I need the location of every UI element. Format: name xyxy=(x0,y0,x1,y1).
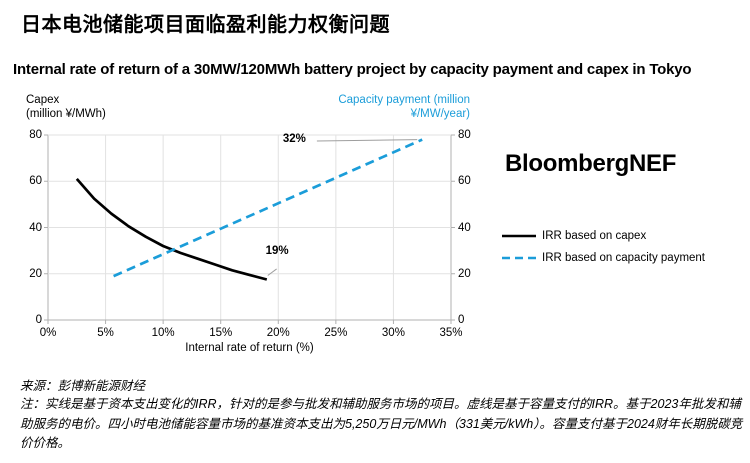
x-tick-label: 0% xyxy=(39,327,57,339)
y-tick-label-left: 80 xyxy=(29,129,42,141)
annotation-connector xyxy=(316,139,418,142)
legend-label-capacity-payment: IRR based on capacity payment xyxy=(542,252,706,264)
y-tick-label-right: 80 xyxy=(458,129,471,141)
x-axis-label: Internal rate of return (%) xyxy=(185,342,314,354)
annotation-label: 19% xyxy=(265,244,289,257)
left-axis-title: Capex (million ¥/MWh) xyxy=(26,93,106,121)
y-tick-label-right: 20 xyxy=(458,267,471,280)
right-axis-title-line1: Capacity payment (million xyxy=(338,94,470,106)
y-tick-label-right: 60 xyxy=(458,175,471,188)
x-tick-label: 15% xyxy=(209,327,233,339)
chart-legend: IRR based on capex IRR based on capacity… xyxy=(502,226,705,268)
y-tick-label-left: 20 xyxy=(29,267,42,280)
y-tick-label-right: 40 xyxy=(458,221,471,234)
legend-item-capacity-payment: IRR based on capacity payment xyxy=(502,248,705,268)
bloombergnef-logo: BloombergNEF xyxy=(505,150,677,177)
series-capacity-payment xyxy=(113,138,423,278)
chart-subtitle: Internal rate of return of a 30MW/120MWh… xyxy=(13,61,692,78)
left-axis-title-line2: (million ¥/MWh) xyxy=(26,108,106,120)
y-tick-label-right: 0 xyxy=(458,314,465,326)
solid-line-swatch xyxy=(502,234,536,238)
annotation-label: 32% xyxy=(282,133,306,145)
dashed-line-swatch xyxy=(502,256,536,260)
y-tick-label-left: 0 xyxy=(35,314,42,326)
right-axis-title: Capacity payment (million ¥/MW/year) xyxy=(250,93,470,121)
legend-label-capex: IRR based on capex xyxy=(542,230,647,242)
left-axis-title-line1: Capex xyxy=(26,94,60,106)
x-tick-label: 20% xyxy=(266,327,290,339)
source-line: 来源：彭博新能源财经 xyxy=(20,379,146,393)
y-tick-label-left: 60 xyxy=(29,175,42,188)
note-line: 注：实线是基于资本支出变化的IRR，针对的是参与批发和辅助服务市场的项目。虚线是… xyxy=(20,397,743,450)
annotation-connector xyxy=(267,268,277,276)
y-tick-label-left: 40 xyxy=(29,221,42,234)
x-tick-label: 5% xyxy=(97,327,114,339)
legend-item-capex: IRR based on capex xyxy=(502,226,705,246)
x-tick-label: 30% xyxy=(381,327,405,339)
right-axis-title-line2: ¥/MW/year) xyxy=(410,108,470,120)
x-tick-label: 35% xyxy=(439,327,463,339)
x-tick-label: 10% xyxy=(151,327,175,339)
page-title: 日本电池储能项目面临盈利能力权衡问题 xyxy=(21,14,390,36)
x-tick-label: 25% xyxy=(324,327,348,339)
